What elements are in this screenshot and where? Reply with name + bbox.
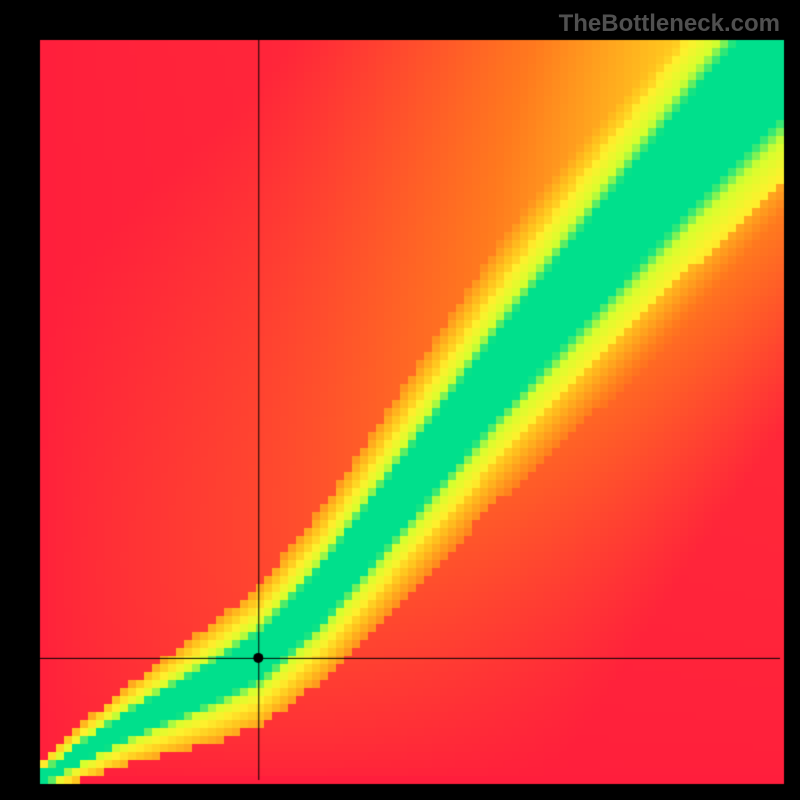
watermark-text: TheBottleneck.com — [559, 10, 780, 38]
heatmap-canvas — [0, 0, 800, 800]
